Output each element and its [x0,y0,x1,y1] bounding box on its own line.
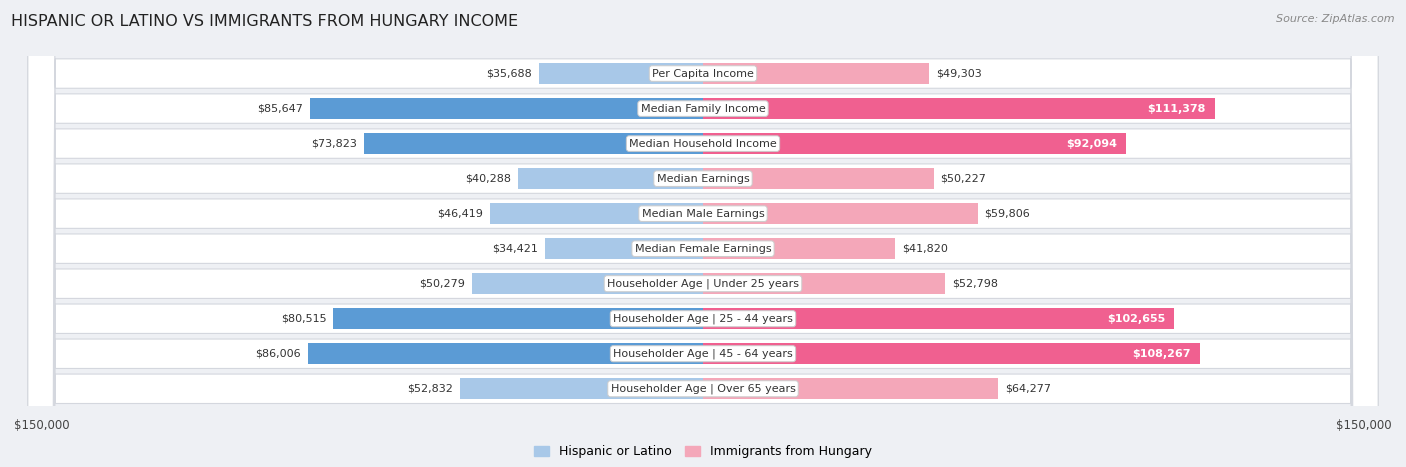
Text: $85,647: $85,647 [257,104,302,113]
Bar [517,168,703,189]
Text: $92,094: $92,094 [1066,139,1116,149]
Text: Householder Age | 45 - 64 years: Householder Age | 45 - 64 years [613,348,793,359]
Bar [703,238,896,259]
Bar [703,98,1215,119]
Bar [703,168,934,189]
Bar [703,63,929,84]
FancyBboxPatch shape [28,0,1378,467]
Bar [472,273,703,294]
FancyBboxPatch shape [28,0,1378,467]
Bar [703,308,1174,329]
Text: $150,000: $150,000 [14,418,70,432]
Text: $64,277: $64,277 [1005,384,1052,394]
Bar [460,378,703,399]
Legend: Hispanic or Latino, Immigrants from Hungary: Hispanic or Latino, Immigrants from Hung… [530,440,876,463]
Bar [538,63,703,84]
Bar [703,133,1126,154]
Bar [333,308,703,329]
Bar [546,238,703,259]
Text: Householder Age | Over 65 years: Householder Age | Over 65 years [610,383,796,394]
Bar [703,343,1201,364]
Bar [489,203,703,224]
Bar [703,203,977,224]
Text: Median Household Income: Median Household Income [628,139,778,149]
Text: $34,421: $34,421 [492,244,538,254]
FancyBboxPatch shape [28,0,1378,467]
Text: Householder Age | Under 25 years: Householder Age | Under 25 years [607,278,799,289]
Text: $41,820: $41,820 [903,244,948,254]
Text: $59,806: $59,806 [984,209,1031,219]
FancyBboxPatch shape [28,0,1378,467]
Text: $80,515: $80,515 [281,314,326,324]
Text: $40,288: $40,288 [465,174,510,184]
Text: $86,006: $86,006 [256,349,301,359]
Text: $111,378: $111,378 [1147,104,1205,113]
Text: Median Male Earnings: Median Male Earnings [641,209,765,219]
Text: HISPANIC OR LATINO VS IMMIGRANTS FROM HUNGARY INCOME: HISPANIC OR LATINO VS IMMIGRANTS FROM HU… [11,14,519,29]
Text: $46,419: $46,419 [437,209,482,219]
Bar [364,133,703,154]
Text: $52,798: $52,798 [952,279,998,289]
Text: Median Family Income: Median Family Income [641,104,765,113]
Text: Median Earnings: Median Earnings [657,174,749,184]
Text: $35,688: $35,688 [486,69,533,78]
Bar [308,343,703,364]
FancyBboxPatch shape [28,0,1378,467]
Text: Source: ZipAtlas.com: Source: ZipAtlas.com [1277,14,1395,24]
Text: $150,000: $150,000 [1336,418,1392,432]
Text: $108,267: $108,267 [1133,349,1191,359]
Text: $73,823: $73,823 [311,139,357,149]
Text: Householder Age | 25 - 44 years: Householder Age | 25 - 44 years [613,313,793,324]
Text: $102,655: $102,655 [1107,314,1166,324]
FancyBboxPatch shape [28,0,1378,467]
Bar [703,273,945,294]
Text: $52,832: $52,832 [408,384,454,394]
FancyBboxPatch shape [28,0,1378,467]
FancyBboxPatch shape [28,0,1378,467]
Text: $50,279: $50,279 [419,279,465,289]
FancyBboxPatch shape [28,0,1378,467]
Bar [309,98,703,119]
Text: Median Female Earnings: Median Female Earnings [634,244,772,254]
Text: $49,303: $49,303 [936,69,981,78]
Bar [703,378,998,399]
Text: Per Capita Income: Per Capita Income [652,69,754,78]
Text: $50,227: $50,227 [941,174,987,184]
FancyBboxPatch shape [28,0,1378,467]
